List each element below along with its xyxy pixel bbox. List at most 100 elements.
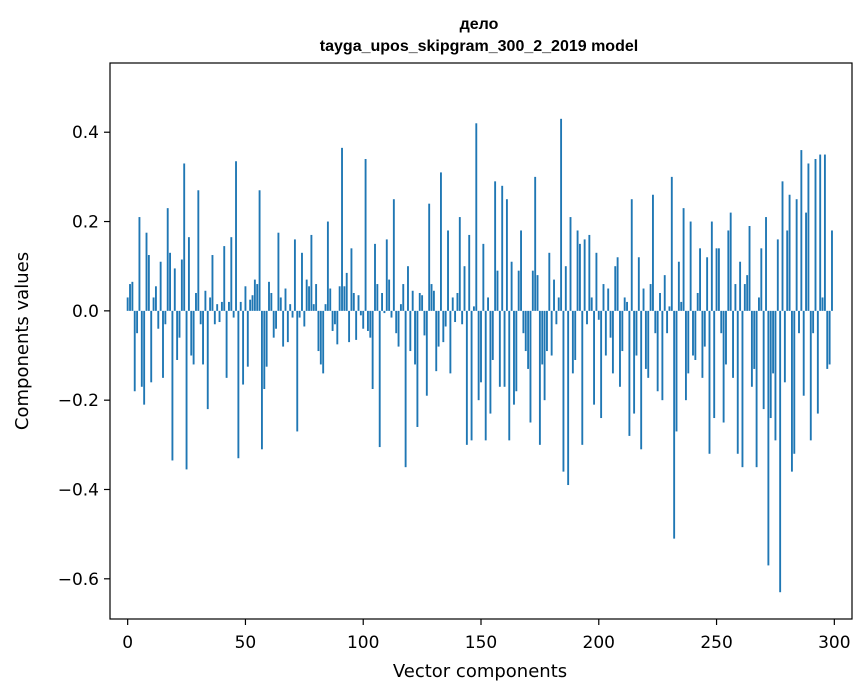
bar — [190, 310, 193, 356]
bar — [510, 261, 513, 311]
bar — [425, 310, 428, 396]
bar — [251, 295, 254, 311]
bar — [404, 310, 407, 468]
bar — [265, 310, 268, 367]
bar — [783, 310, 786, 383]
bar — [673, 310, 676, 539]
bar — [286, 310, 289, 343]
bar — [237, 310, 240, 459]
bar — [595, 252, 598, 311]
bar — [513, 310, 515, 405]
bar — [611, 310, 614, 374]
bar — [164, 310, 167, 325]
bar — [652, 194, 654, 311]
bar — [739, 261, 742, 311]
bar — [482, 243, 485, 311]
x-tick-label: 100 — [347, 633, 379, 653]
bar — [819, 154, 822, 311]
bar — [496, 270, 499, 311]
bar — [628, 310, 631, 436]
bar — [720, 310, 723, 334]
bar — [805, 212, 807, 311]
bar — [760, 248, 763, 311]
bar — [315, 284, 318, 311]
bar — [162, 310, 164, 378]
bar — [553, 279, 555, 311]
bar — [644, 310, 647, 369]
bar — [336, 310, 339, 345]
bar — [260, 310, 263, 450]
bar — [689, 221, 692, 311]
bar — [484, 310, 487, 441]
bar — [421, 295, 424, 311]
bar — [779, 310, 782, 593]
bar — [569, 217, 572, 311]
bar — [828, 310, 831, 365]
bar — [223, 246, 226, 311]
bar — [378, 310, 381, 448]
bar — [668, 306, 671, 311]
bar — [623, 297, 626, 311]
bar — [555, 310, 558, 325]
bar — [444, 310, 447, 327]
bar — [642, 288, 645, 311]
bar — [607, 288, 610, 311]
bar — [345, 272, 348, 311]
bar — [807, 163, 810, 311]
bar — [414, 310, 416, 365]
bar — [557, 297, 560, 311]
bar — [769, 310, 772, 419]
bar — [362, 310, 365, 329]
bar — [586, 310, 588, 325]
x-axis-label: Vector components — [393, 661, 567, 682]
bar — [220, 301, 223, 311]
bar — [562, 310, 565, 472]
bar — [249, 299, 252, 311]
bar — [546, 310, 548, 352]
bar — [289, 304, 292, 311]
bar — [322, 310, 325, 374]
x-tick-label: 250 — [700, 633, 732, 653]
bar — [392, 199, 395, 311]
bar — [682, 208, 685, 311]
bar — [277, 232, 280, 311]
bar — [776, 239, 779, 311]
bar — [244, 286, 247, 311]
bar — [621, 310, 624, 352]
bar — [216, 304, 219, 311]
bar — [352, 292, 355, 311]
bar — [680, 301, 683, 311]
bar — [324, 304, 327, 311]
bar — [185, 310, 188, 470]
bar — [284, 288, 287, 311]
bar — [746, 275, 749, 311]
bar — [204, 290, 207, 311]
y-tick-label: −0.4 — [58, 480, 99, 500]
bar — [647, 310, 650, 378]
bar — [456, 292, 459, 311]
bar — [560, 118, 563, 311]
y-tick-label: 0.4 — [72, 123, 99, 143]
bar — [140, 310, 143, 387]
bar — [275, 310, 277, 329]
x-tick-label: 50 — [235, 633, 257, 653]
bar — [713, 310, 716, 419]
bar — [435, 310, 438, 372]
bar — [508, 310, 511, 441]
bar — [449, 310, 452, 374]
bar — [399, 304, 402, 311]
bar — [253, 279, 256, 311]
bar — [263, 310, 266, 390]
bar — [343, 286, 346, 311]
bar — [600, 310, 603, 419]
bar — [708, 310, 711, 454]
bar — [821, 297, 824, 311]
bar — [522, 310, 525, 334]
bar — [317, 310, 320, 352]
bar — [329, 288, 332, 311]
bar — [447, 230, 449, 311]
chart-subtitle: tayga_upos_skipgram_300_2_2019 model — [320, 38, 638, 55]
bar — [541, 310, 544, 365]
bar — [454, 310, 457, 323]
